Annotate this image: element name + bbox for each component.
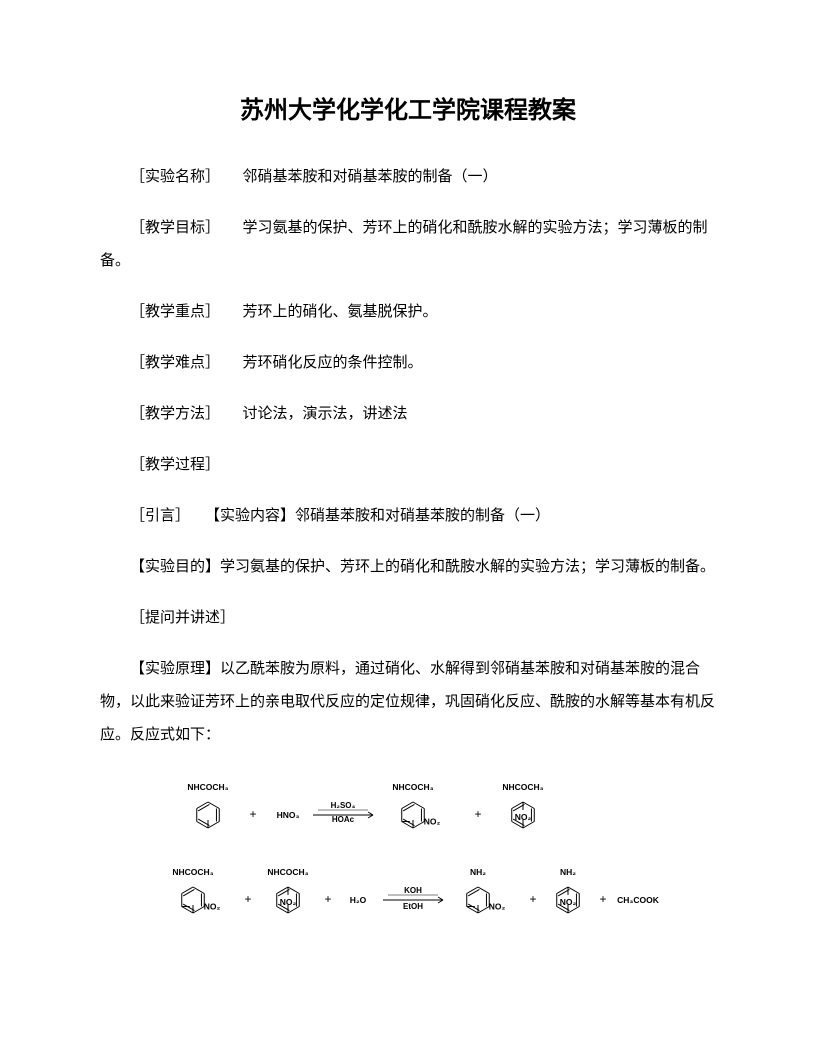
section-text: 芳环硝化反应的条件控制。 (243, 355, 423, 371)
section-label: ［教学方法］ (130, 406, 220, 422)
section-label: ［教学重点］ (130, 304, 220, 320)
section-row: ［引言］ 【实验内容】邻硝基苯胺和对硝基苯胺的制备（一） (100, 500, 716, 533)
svg-text:NH₂: NH₂ (470, 867, 486, 877)
section-row: ［教学难点］ 芳环硝化反应的条件控制。 (100, 347, 716, 380)
svg-text:NO₂: NO₂ (280, 897, 297, 907)
reaction-scheme: NHCOCH₃ + HNO₃ H₂SO₄ HOAc NHCOCH₃ NO₂ + NHCOCH₃ N… (100, 770, 716, 950)
section-row: 【实验原理】以乙酰苯胺为原料，通过硝化、水解得到邻硝基苯胺和对硝基苯胺的混合物，… (100, 653, 716, 752)
section-row: ［教学方法］ 讨论法，演示法，讲述法 (100, 398, 716, 431)
svg-text:NH₂: NH₂ (560, 867, 576, 877)
svg-text:NHCOCH₃: NHCOCH₃ (187, 782, 228, 792)
section-row: ［教学过程］ (100, 449, 716, 482)
svg-text:KOH: KOH (404, 886, 422, 895)
svg-text:NO₂: NO₂ (424, 817, 441, 827)
section-text: 讨论法，演示法，讲述法 (243, 406, 408, 422)
svg-text:NHCOCH₃: NHCOCH₃ (392, 782, 433, 792)
svg-text:CH₃COOK: CH₃COOK (617, 895, 660, 905)
svg-text:+: + (324, 892, 331, 906)
section-label: ［教学难点］ (130, 355, 220, 371)
svg-text:NO₂: NO₂ (489, 902, 506, 912)
section-label: ［提问并讲述］ (130, 610, 235, 626)
section-label: 【实验目的】 (130, 559, 220, 575)
section-row: ［提问并讲述］ (100, 602, 716, 635)
svg-text:H₂SO₄: H₂SO₄ (331, 801, 356, 810)
svg-text:+: + (599, 892, 606, 906)
section-text: 邻硝基苯胺和对硝基苯胺的制备（一） (243, 169, 498, 185)
svg-text:NO₂: NO₂ (560, 897, 577, 907)
svg-text:NHCOCH₃: NHCOCH₃ (267, 867, 308, 877)
svg-text:NHCOCH₃: NHCOCH₃ (502, 782, 543, 792)
section-label: 【实验原理】 (130, 661, 220, 677)
section-label: ［实验名称］ (130, 169, 220, 185)
section-label: ［教学目标］ (130, 220, 220, 236)
svg-text:EtOH: EtOH (403, 902, 423, 911)
section-row: ［实验名称］ 邻硝基苯胺和对硝基苯胺的制备（一） (100, 161, 716, 194)
svg-text:+: + (529, 892, 536, 906)
section-label: ［教学过程］ (130, 457, 220, 473)
section-row: 【实验目的】学习氨基的保护、芳环上的硝化和酰胺水解的实验方法；学习薄板的制备。 (100, 551, 716, 584)
section-label: ［引言］ (130, 508, 190, 524)
svg-text:HOAc: HOAc (332, 815, 355, 824)
svg-text:NO₂: NO₂ (515, 812, 532, 822)
section-text: 芳环上的硝化、氨基脱保护。 (243, 304, 438, 320)
svg-text:H₂O: H₂O (350, 895, 367, 905)
section-row: ［教学重点］ 芳环上的硝化、氨基脱保护。 (100, 296, 716, 329)
svg-text:HNO₃: HNO₃ (277, 810, 300, 820)
svg-text:+: + (249, 807, 256, 821)
section-text: 【实验内容】邻硝基苯胺和对硝基苯胺的制备（一） (213, 508, 551, 524)
svg-text:+: + (474, 807, 481, 821)
section-text: 学习氨基的保护、芳环上的硝化和酰胺水解的实验方法；学习薄板的制备。 (220, 559, 715, 575)
svg-text:+: + (244, 892, 251, 906)
page-title: 苏州大学化学化工学院课程教案 (100, 90, 716, 125)
svg-text:NHCOCH₃: NHCOCH₃ (172, 867, 213, 877)
section-row: ［教学目标］学习氨基的保护、芳环上的硝化和酰胺水解的实验方法；学习薄板的制备。 (100, 212, 716, 278)
svg-text:NO₂: NO₂ (204, 902, 221, 912)
